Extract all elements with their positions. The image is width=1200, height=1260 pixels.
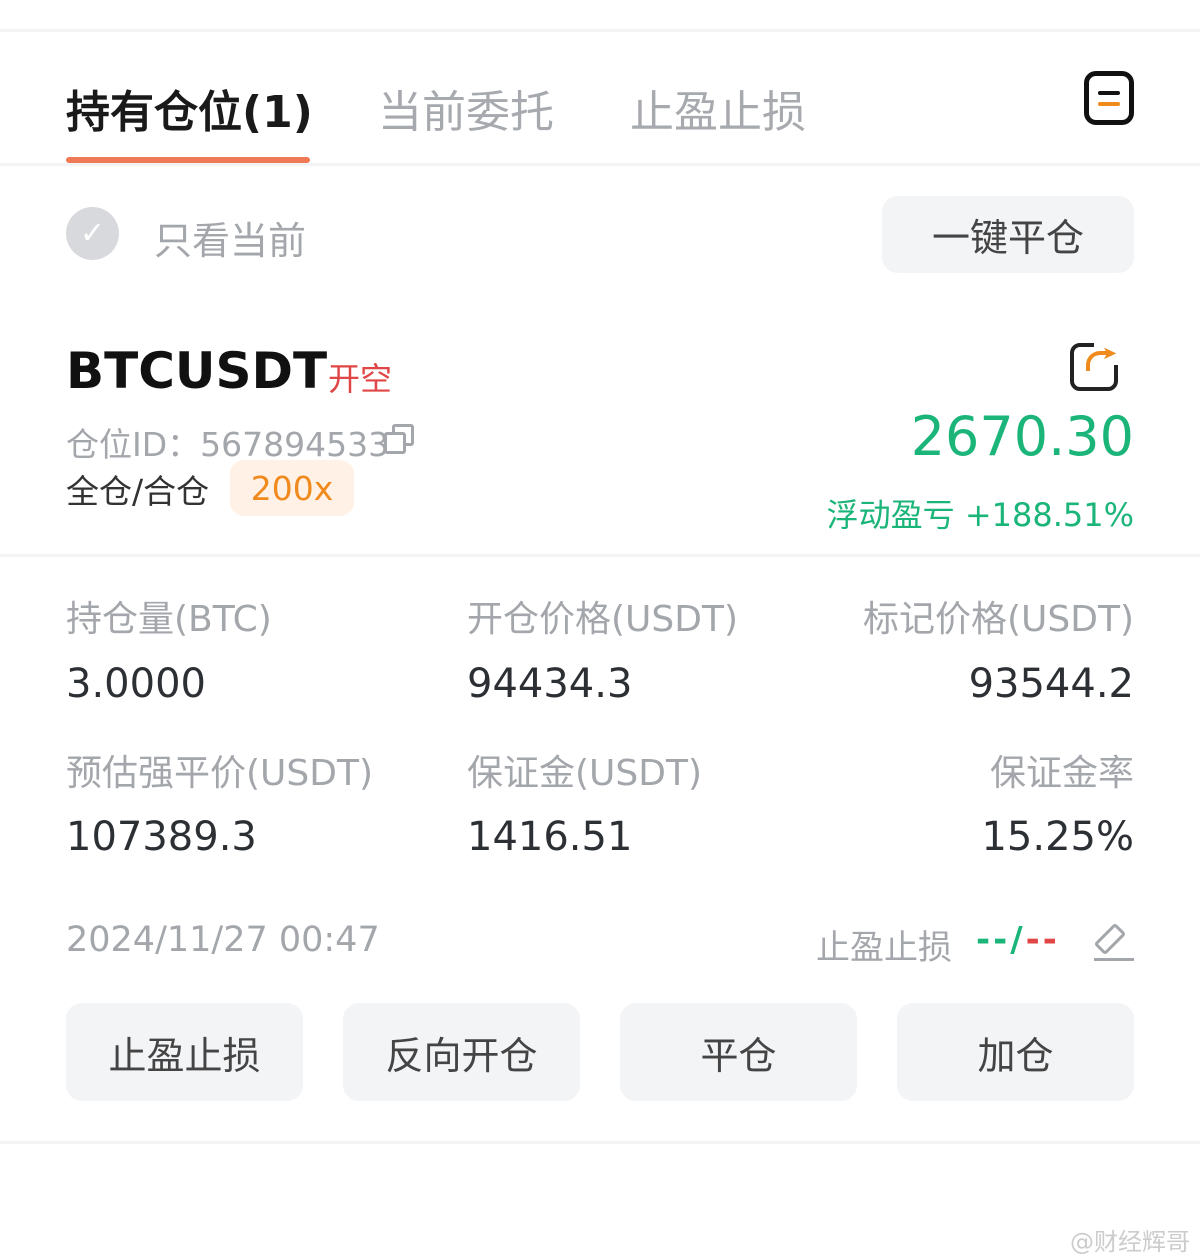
field-value: 94434.3 [467,661,633,707]
add-position-button[interactable]: 加仓 [897,1003,1134,1101]
field-value: 93544.2 [968,661,1134,707]
margin-mode: 全仓/合仓 [66,472,210,511]
symbol: BTCUSDT [66,342,328,400]
sl-value: -- [1025,920,1060,960]
edit-icon[interactable] [1093,920,1134,964]
share-icon[interactable]: ➤ [1070,339,1120,391]
pnl-value: 2670.30 [910,405,1134,468]
only-current-label[interactable]: 只看当前 [154,219,307,263]
position-id: 仓位ID：567894533 [66,418,389,466]
bottom-divider [0,1141,1200,1144]
tabs-divider [0,163,1200,166]
field-label: 预估强平价(USDT) [66,753,374,794]
side-badge: 开空 [328,360,393,398]
tab-open-orders[interactable]: 当前委托 [378,87,554,138]
pnl-percent: +188.51% [964,496,1134,534]
tpsl-separator: / [1010,920,1026,960]
top-divider [0,29,1200,32]
field-value: 15.25% [981,814,1134,860]
field-label: 持仓量(BTC) [66,599,272,640]
position-id-label: 仓位ID： [66,425,201,464]
copy-icon[interactable] [384,424,414,454]
field-value: 1416.51 [467,814,633,860]
field-value: 3.0000 [66,661,206,707]
field-value: 107389.3 [66,814,257,860]
field-label: 保证金(USDT) [467,753,703,794]
pnl-summary: 浮动盈亏 +188.51% [827,490,1134,536]
tab-positions[interactable]: 持有仓位(1) [66,87,313,138]
reverse-open-button[interactable]: 反向开仓 [343,1003,580,1101]
field-label: 开仓价格(USDT) [467,599,739,640]
only-current-checkbox[interactable]: ✓ [66,207,119,260]
field-label: 标记价格(USDT) [862,599,1134,640]
active-tab-indicator [66,157,310,163]
close-position-button[interactable]: 平仓 [620,1003,857,1101]
list-menu-icon[interactable] [1084,71,1134,125]
open-time: 2024/11/27 00:47 [66,920,380,960]
tpsl-value: --/-- [976,920,1060,960]
leverage-badge: 200x [230,460,354,516]
tpsl-label: 止盈止损 [816,928,952,968]
header-divider [0,554,1200,557]
position-id-value: 567894533 [200,425,390,464]
tab-tpsl[interactable]: 止盈止损 [630,87,806,138]
close-all-button[interactable]: 一键平仓 [882,196,1134,273]
tpsl-button[interactable]: 止盈止损 [66,1003,303,1101]
tp-value: -- [976,920,1011,960]
watermark: @财经辉哥 [1070,1228,1190,1256]
pnl-label: 浮动盈亏 [826,496,955,534]
field-label: 保证金率 [989,753,1134,794]
